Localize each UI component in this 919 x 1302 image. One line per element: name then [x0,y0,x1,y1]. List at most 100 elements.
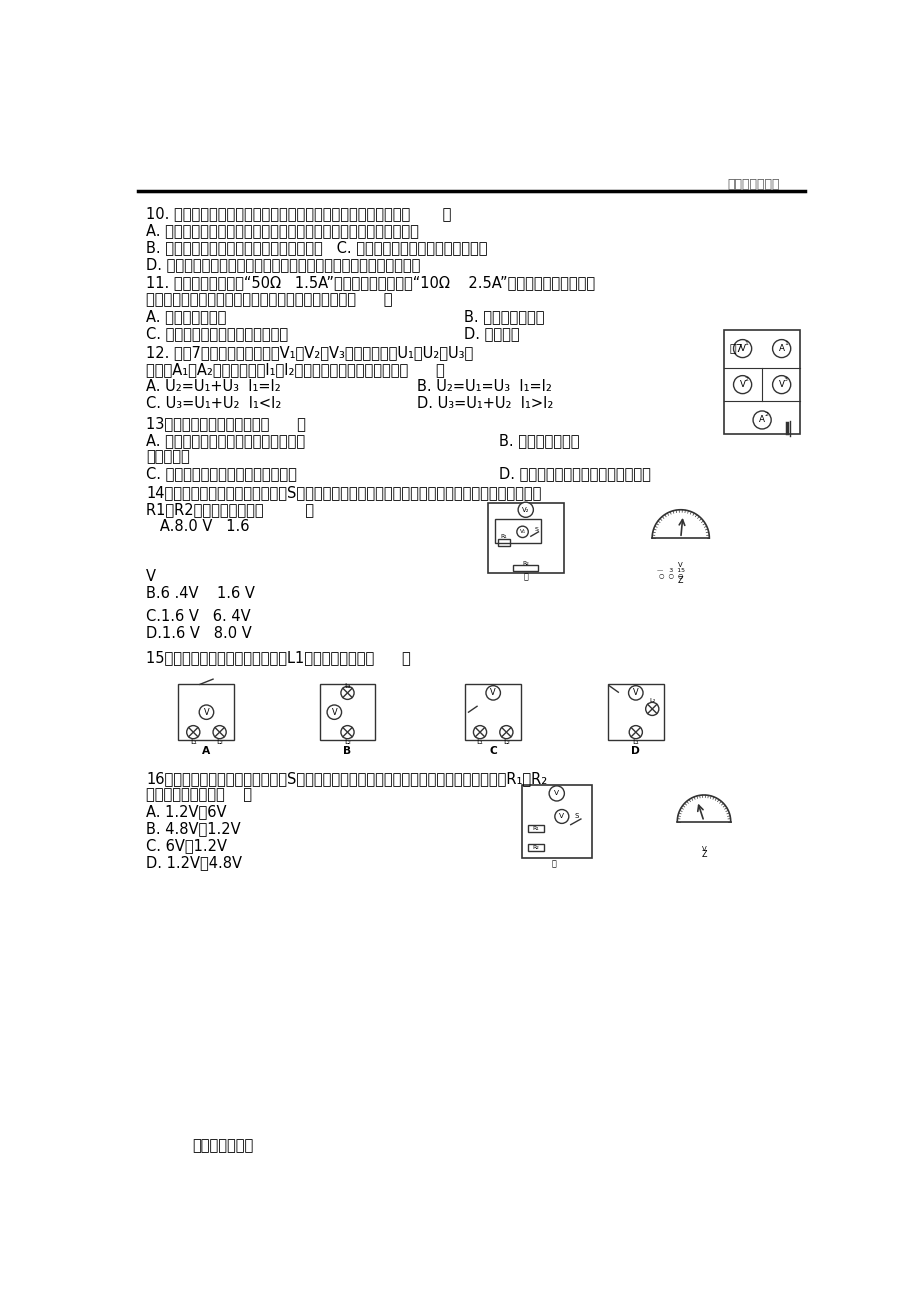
Circle shape [732,340,751,358]
Bar [497,539,510,546]
Text: R₁: R₁ [532,825,539,831]
Bar [528,844,543,852]
Text: V: V [739,344,744,353]
Bar [465,685,521,740]
Text: B. 滑动变阻器能够表示出它连入电路的阻值   C. 电阻箱能表示出它连入电路的阻值: B. 滑动变阻器能够表示出它连入电路的阻值 C. 电阻箱能表示出它连入电路的阻值 [146,240,487,255]
Text: A. U₂=U₁+U₃  I₁=I₂: A. U₂=U₁+U₃ I₁=I₂ [146,379,280,393]
Text: 初高中精品文档: 初高中精品文档 [726,178,779,191]
Text: 甲: 甲 [523,573,528,582]
Text: V: V [701,846,706,853]
Circle shape [628,686,642,700]
Circle shape [629,725,641,738]
Text: S: S [574,814,579,819]
Text: V: V [553,790,559,797]
Text: D. 这两种变阻器规定有最大的阻值，对通过它们的电流没有任何限制: D. 这两种变阻器规定有最大的阻值，对通过它们的电流没有任何限制 [146,256,420,272]
Text: C. U₃=U₁+U₂  I₁<I₂: C. U₃=U₁+U₂ I₁<I₂ [146,396,281,410]
Text: B. 4.8V，1.2V: B. 4.8V，1.2V [146,822,241,836]
Bar [487,504,563,573]
Circle shape [499,725,513,738]
Text: 图7: 图7 [729,342,743,353]
Bar [528,824,543,832]
Text: L₁: L₁ [344,684,350,689]
Text: A: A [202,746,210,756]
Circle shape [341,725,354,738]
Text: B. 乙的电阻丝较粗: B. 乙的电阻丝较粗 [463,310,544,324]
Bar [607,685,664,740]
Text: S: S [534,527,538,531]
Text: 甲: 甲 [550,859,555,868]
Text: D. 无法判定: D. 无法判定 [463,327,519,341]
Text: L₂: L₂ [649,698,654,703]
Bar [521,785,591,858]
Text: L₂: L₂ [503,740,509,745]
Text: L₂: L₂ [216,740,222,745]
Text: A. 电路中只要有电压，就一定会有电流: A. 电路中只要有电压，就一定会有电流 [146,432,305,448]
Text: R₂: R₂ [522,561,528,566]
Text: V: V [559,814,563,819]
Text: B.6 .4V    1.6 V: B.6 .4V 1.6 V [146,586,255,602]
Circle shape [753,411,770,428]
Text: B: B [343,746,351,756]
Text: C. 电路中有电源就一定会有持续电流: C. 电路中有电源就一定会有持续电流 [146,466,297,482]
Text: D. 通过导体的电压是形成电流的原因: D. 通过导体的电压是形成电流的原因 [498,466,650,482]
Text: 1: 1 [783,341,787,345]
Text: 13、下列说法中，正确的是（      ）: 13、下列说法中，正确的是（ ） [146,415,305,431]
Text: R1、R2两端电压分别是（         ）: R1、R2两端电压分别是（ ） [146,503,313,517]
Text: C.1.6 V   6. 4V: C.1.6 V 6. 4V [146,609,250,624]
Text: L₁: L₁ [631,740,639,745]
Text: L₂: L₂ [344,740,350,745]
Text: V: V [739,380,744,389]
Text: B. U₂=U₁=U₃  I₁=I₂: B. U₂=U₁=U₃ I₁=I₂ [417,379,551,393]
Text: 2: 2 [764,411,767,417]
Text: Z: Z [700,850,706,859]
Bar [723,329,800,434]
Text: V: V [146,569,156,585]
Text: 16、如图甲所示，当电路中的开关S闭合时，两电压表的指针位置均为图乙所示，则两电阻R₁和R₂: 16、如图甲所示，当电路中的开关S闭合时，两电压表的指针位置均为图乙所示，则两电… [146,771,547,785]
Text: 11. 甲滑动变阻器标有“50Ω   1.5A”，乙滑动变阻器标有“10Ω    2.5A”，两滑动变阻器的瓷筒: 11. 甲滑动变阻器标有“50Ω 1.5A”，乙滑动变阻器标有“10Ω 2.5A… [146,276,595,290]
Text: V: V [677,562,683,568]
Text: V: V [490,689,495,698]
Text: 1: 1 [744,341,748,345]
Text: A. 电阻箱能连续地改变它连入电路的电阻，但不能表示出连入的阻值: A. 电阻箱能连续地改变它连入电路的电阻，但不能表示出连入的阻值 [146,223,418,238]
Text: 14、在图甲的电路中，当闭合开关S后，电路正常工作。两只电压表指针位置均为图乙所示，则电阻: 14、在图甲的电路中，当闭合开关S后，电路正常工作。两只电压表指针位置均为图乙所… [146,486,540,500]
Bar [513,565,538,572]
Text: Z: Z [677,575,683,585]
Text: R₂: R₂ [532,845,539,850]
Circle shape [516,526,528,538]
Text: 电流表A₁、A₂的示数分别为I₁、I₂，那么下列关系式正确的是（      ）: 电流表A₁、A₂的示数分别为I₁、I₂，那么下列关系式正确的是（ ） [146,362,444,376]
Bar [494,519,540,543]
Text: R₁: R₁ [500,534,507,539]
Bar [178,685,234,740]
Circle shape [327,704,341,720]
Bar [319,685,375,740]
Text: V₂: V₂ [521,506,529,513]
Text: V: V [777,380,784,389]
Circle shape [645,702,658,716]
Text: —   3  15: — 3 15 [656,569,685,573]
Circle shape [213,725,226,738]
Text: ○  ○  ○: ○ ○ ○ [658,573,683,578]
Text: 的必要条件: 的必要条件 [146,449,189,465]
Text: L₁: L₁ [189,740,197,745]
Text: C. 两滑动变阻器的电阻丝粗细相同: C. 两滑动变阻器的电阻丝粗细相同 [146,327,288,341]
Circle shape [199,704,213,720]
Circle shape [517,503,533,517]
Text: C: C [489,746,496,756]
Text: 欢迎使用下载！: 欢迎使用下载！ [192,1138,254,1154]
Text: 3: 3 [783,376,787,381]
Text: D.1.6 V   8.0 V: D.1.6 V 8.0 V [146,626,252,641]
Circle shape [187,725,199,738]
Circle shape [549,786,563,801]
Text: V: V [331,708,336,716]
Text: 2: 2 [744,376,748,381]
Circle shape [473,725,486,738]
Text: L₁: L₁ [476,740,483,745]
Text: D. 1.2V，4.8V: D. 1.2V，4.8V [146,855,242,871]
Text: 12. 如图7所示电路中，电压表V₁、V₂、V₃的示数分别为U₁、U₂、U₃，: 12. 如图7所示电路中，电压表V₁、V₂、V₃的示数分别为U₁、U₂、U₃， [146,345,472,359]
Text: D. U₃=U₁+U₂  I₁>I₂: D. U₃=U₁+U₂ I₁>I₂ [417,396,553,410]
Circle shape [554,810,568,823]
Text: V: V [203,708,209,716]
Text: V: V [632,689,638,698]
Text: 的粗细、长度一样，电阻丝由同种合金材料制成，则（      ）: 的粗细、长度一样，电阻丝由同种合金材料制成，则（ ） [146,293,392,307]
Text: D: D [630,746,640,756]
